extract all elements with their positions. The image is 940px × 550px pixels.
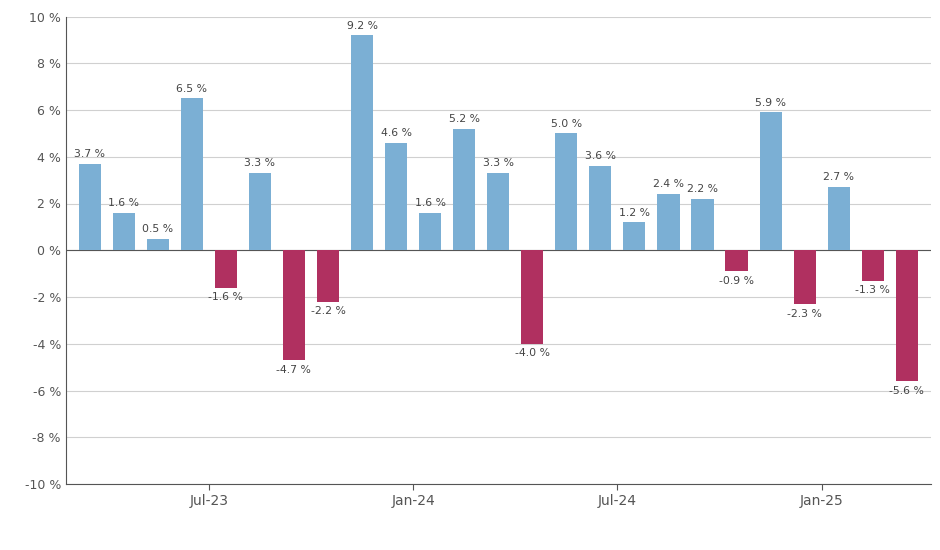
Bar bbox=[147, 239, 169, 250]
Text: 6.5 %: 6.5 % bbox=[177, 84, 208, 94]
Bar bbox=[521, 250, 543, 344]
Text: -5.6 %: -5.6 % bbox=[889, 386, 924, 396]
Bar bbox=[351, 35, 373, 250]
Bar bbox=[487, 173, 509, 250]
Bar bbox=[692, 199, 713, 250]
Bar bbox=[419, 213, 441, 250]
Bar bbox=[760, 112, 782, 250]
Text: 5.2 %: 5.2 % bbox=[448, 114, 479, 124]
Bar bbox=[896, 250, 917, 381]
Bar bbox=[283, 250, 305, 360]
Bar bbox=[113, 213, 134, 250]
Bar bbox=[79, 164, 101, 250]
Text: 2.4 %: 2.4 % bbox=[653, 179, 684, 189]
Text: -1.3 %: -1.3 % bbox=[855, 285, 890, 295]
Bar bbox=[385, 143, 407, 250]
Text: 2.7 %: 2.7 % bbox=[823, 173, 854, 183]
Bar bbox=[726, 250, 747, 271]
Text: 5.0 %: 5.0 % bbox=[551, 119, 582, 129]
Text: -4.7 %: -4.7 % bbox=[276, 365, 311, 375]
Bar bbox=[317, 250, 339, 301]
Bar bbox=[453, 129, 476, 250]
Text: 1.6 %: 1.6 % bbox=[415, 198, 446, 208]
Text: 0.5 %: 0.5 % bbox=[142, 224, 173, 234]
Text: 3.3 %: 3.3 % bbox=[483, 158, 513, 168]
Text: 2.2 %: 2.2 % bbox=[687, 184, 718, 194]
Bar bbox=[657, 194, 680, 250]
Text: -4.0 %: -4.0 % bbox=[515, 349, 550, 359]
Text: -2.3 %: -2.3 % bbox=[787, 309, 822, 318]
Bar bbox=[180, 98, 203, 250]
Bar bbox=[214, 250, 237, 288]
Text: 3.3 %: 3.3 % bbox=[244, 158, 275, 168]
Text: 9.2 %: 9.2 % bbox=[347, 20, 378, 31]
Text: 5.9 %: 5.9 % bbox=[755, 98, 786, 108]
Bar bbox=[556, 134, 577, 250]
Text: 1.2 %: 1.2 % bbox=[619, 207, 650, 217]
Text: -1.6 %: -1.6 % bbox=[209, 293, 243, 303]
Text: -2.2 %: -2.2 % bbox=[310, 306, 345, 316]
Bar bbox=[793, 250, 816, 304]
Bar bbox=[862, 250, 884, 280]
Text: 3.6 %: 3.6 % bbox=[585, 151, 616, 162]
Bar bbox=[589, 166, 611, 250]
Bar bbox=[249, 173, 271, 250]
Bar bbox=[623, 222, 646, 250]
Text: 4.6 %: 4.6 % bbox=[381, 128, 412, 138]
Text: 1.6 %: 1.6 % bbox=[108, 198, 139, 208]
Text: 3.7 %: 3.7 % bbox=[74, 149, 105, 159]
Bar bbox=[827, 187, 850, 250]
Text: -0.9 %: -0.9 % bbox=[719, 276, 754, 286]
